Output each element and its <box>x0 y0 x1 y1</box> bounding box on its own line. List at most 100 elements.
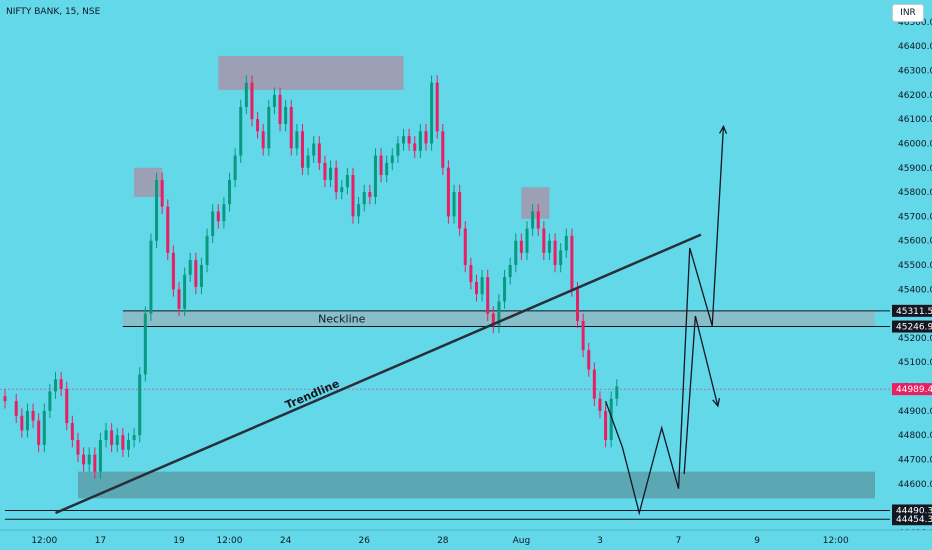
x-tick-label: 9 <box>754 536 760 546</box>
candle-body <box>76 440 80 455</box>
candle-body <box>272 94 276 107</box>
candle-body <box>93 454 97 472</box>
candle-body <box>31 410 35 421</box>
candle-body <box>48 391 52 411</box>
candle-body <box>508 265 512 278</box>
candle-body <box>222 204 226 222</box>
y-tick-label: 45100.00 <box>898 358 932 368</box>
zone-2 <box>521 187 550 219</box>
candle-body <box>194 260 198 287</box>
candle-body <box>295 131 299 149</box>
candle-body <box>604 410 608 441</box>
arrowhead-down <box>712 398 721 408</box>
candle-body <box>519 240 523 253</box>
candle-body <box>284 106 288 124</box>
neckline-label: Neckline <box>318 313 365 326</box>
candle-body <box>581 320 585 351</box>
y-tick-label: 45700.00 <box>898 212 932 222</box>
candle-body <box>177 289 181 309</box>
candle-body <box>474 282 478 295</box>
candle-body <box>54 379 58 392</box>
trendline[interactable] <box>55 233 702 515</box>
candle-body <box>267 106 271 149</box>
candle-body <box>357 204 361 217</box>
candle-body <box>553 240 557 265</box>
candle-body <box>418 131 422 151</box>
candle-body <box>25 410 29 431</box>
y-tick-label: 44600.00 <box>898 480 932 490</box>
candle-body <box>570 235 574 290</box>
price-tag <box>892 383 932 396</box>
candle-body <box>261 131 265 149</box>
y-tick-label: 45800.00 <box>898 188 932 198</box>
candle-body <box>435 82 439 132</box>
candle-body <box>155 179 159 241</box>
candle-body <box>306 155 310 168</box>
chart-title: NIFTY BANK, 15, NSE <box>6 7 101 17</box>
candle-body <box>486 277 490 314</box>
candle-body <box>278 94 282 124</box>
price-tag <box>892 304 932 317</box>
candle-body <box>329 167 333 180</box>
candle-body <box>256 119 260 132</box>
candle-body <box>463 228 467 265</box>
candle-body <box>233 155 237 180</box>
price-tag <box>892 513 932 526</box>
candle-body <box>441 131 445 168</box>
candle-body <box>362 192 366 205</box>
candle-body <box>559 250 563 265</box>
projection-path[interactable] <box>604 126 725 516</box>
candle-body <box>424 131 428 144</box>
y-tick-label: 46100.00 <box>898 115 932 125</box>
candle-body <box>138 374 142 436</box>
candle-body <box>503 277 507 302</box>
candle-body <box>216 211 220 222</box>
candle-body <box>598 398 602 411</box>
candle-body <box>132 435 136 441</box>
currency-button[interactable]: INR <box>892 4 924 22</box>
price-tag-label: 45246.90 <box>896 323 932 333</box>
candle-body <box>121 435 125 450</box>
candle-body <box>317 143 321 163</box>
candle-body <box>205 235 209 265</box>
candle-body <box>547 240 551 253</box>
candle-body <box>126 440 130 450</box>
candle-body <box>379 155 383 176</box>
zone-4 <box>77 471 875 499</box>
candle-body <box>199 265 203 287</box>
candle-body <box>587 350 591 370</box>
candle-body <box>171 252 175 290</box>
candle-body <box>250 82 254 120</box>
candle-body <box>351 175 355 217</box>
y-tick-label: 46000.00 <box>898 139 932 149</box>
candle-body <box>104 430 108 441</box>
arrowhead-up <box>719 124 728 135</box>
x-tick-label: 3 <box>597 536 603 546</box>
candle-body <box>110 430 114 445</box>
candle-body <box>385 162 389 176</box>
candle-body <box>531 211 535 229</box>
candle-body <box>14 401 18 416</box>
candle-body <box>244 82 248 107</box>
candle-body <box>452 192 456 217</box>
y-tick-label: 46500.00 <box>898 18 932 28</box>
candle-body <box>211 211 215 236</box>
candle-body <box>37 420 41 445</box>
candle-body <box>300 131 304 168</box>
candle-body <box>480 277 484 295</box>
candle-body <box>564 235 568 251</box>
price-tag-label: 44490.30 <box>896 506 932 516</box>
y-tick-label: 45200.00 <box>898 334 932 344</box>
candle-body <box>345 175 349 188</box>
x-tick-label: 12:00 <box>823 536 849 546</box>
projection-path-alt[interactable] <box>683 315 719 475</box>
candle-body <box>334 167 338 193</box>
candle-body <box>115 435 119 445</box>
x-tick-label: 7 <box>676 536 682 546</box>
y-tick-label: 44900.00 <box>898 407 932 417</box>
candle-body <box>20 415 24 431</box>
y-tick-label: 45600.00 <box>898 237 932 247</box>
y-axis-band <box>890 0 932 530</box>
